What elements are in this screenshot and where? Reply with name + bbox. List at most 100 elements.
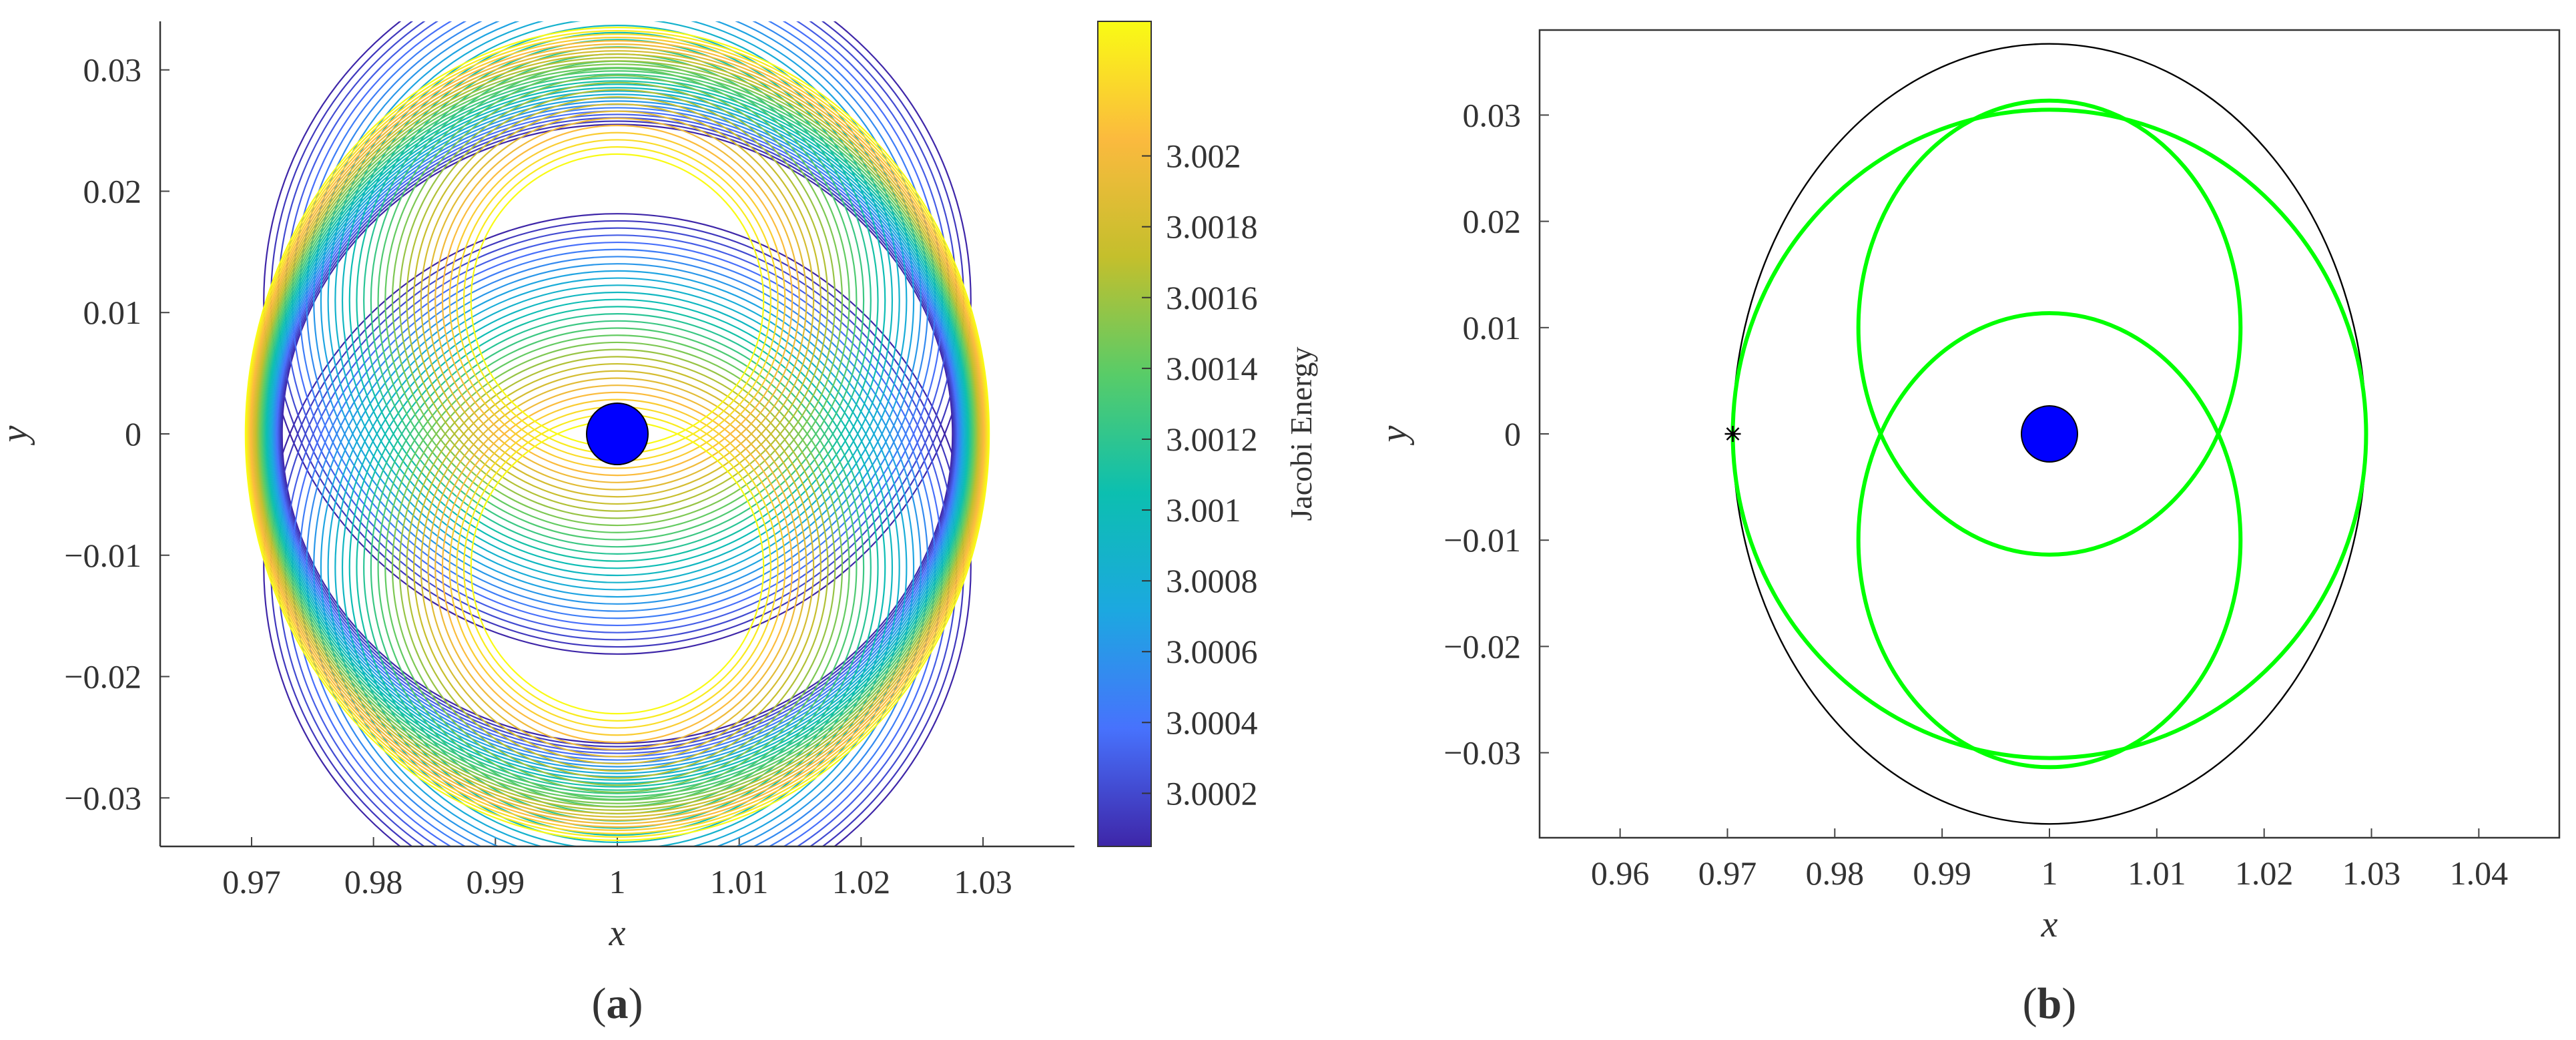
orbit-loop-lower-8 [313,263,922,846]
y-tick-label: 0.01 [1463,309,1522,346]
x-tick-label: 0.96 [1591,854,1650,892]
orbit-loop-lower-5 [292,242,943,846]
orbit-loop-upper-1 [263,21,972,655]
y-tick-label: −0.01 [64,537,141,574]
y-tick-label: −0.03 [64,779,141,816]
y-tick-label: 0.02 [83,172,142,210]
x-axis-label: x [609,913,626,954]
orbit-outer-26 [250,40,985,828]
colorbar-tick-label: 3.0006 [1166,633,1258,670]
orbit-loop-lower-11 [334,284,900,846]
orbit-loop-upper-21 [406,89,829,512]
orbit-loop-lower-10 [327,277,908,846]
y-tick-label: 0 [1504,415,1521,453]
y-tick-label: −0.02 [1443,627,1521,665]
colorbar-label: Jacobi Energy [1284,346,1318,521]
x-tick-label: 1.03 [954,863,1012,900]
y-tick-label: 0.03 [1463,96,1522,134]
orbit-loop-upper-10 [327,21,908,591]
x-tick-label: 0.98 [344,863,403,900]
orbit-loop-upper-8 [313,21,922,605]
orbit-outer-13 [266,83,969,784]
orbit-loop-upper-13 [348,31,886,569]
orbit-outer-24 [252,47,982,821]
orbit-loop-upper-9 [320,21,915,598]
orbit-loop-lower-9 [320,270,915,846]
orbit-outer-11 [268,90,966,778]
x-tick-label: 0.99 [466,863,525,900]
orbit-outer-28 [247,33,988,834]
orbit-family-plot [244,21,990,846]
orbit-loop-upper-19 [391,74,844,527]
panel-caption: (a) [592,979,643,1028]
colorbar-tick-label: 3.0016 [1166,279,1258,316]
colorbar-tick-label: 3.001 [1166,491,1241,529]
orbit-outer-1 [281,123,954,744]
orbit-loop-lower-24 [427,377,808,758]
x-tick-label: 0.98 [1806,854,1865,892]
orbit-outer-8 [272,100,962,768]
orbit-loop-upper-6 [298,21,936,619]
orbit-loop-upper-23 [420,103,815,498]
orbit-outer-17 [261,70,974,798]
x-tick-label: 1.03 [2342,854,2401,892]
orbit-outer-4 [277,113,958,754]
orbit-outer-16 [262,73,972,794]
x-tick-label: 0.99 [1913,854,1971,892]
y-axis-label: y [0,425,35,445]
orbit-outer-15 [264,77,971,791]
orbit-loop-upper-14 [356,39,879,562]
orbit-outer-19 [258,63,976,804]
orbit-loop-lower-7 [306,256,929,846]
x-tick-label: 1 [609,863,626,900]
y-tick-label: −0.03 [1443,734,1521,772]
orbit-outer-21 [256,57,979,811]
orbit-outer-2 [280,120,955,748]
y-tick-label: −0.02 [64,658,141,696]
x-tick-label: 1.01 [710,863,769,900]
orbit-loop-lower-18 [384,334,850,800]
x-tick-label: 0.97 [1698,854,1757,892]
orbit-outer-6 [275,107,960,761]
orbit-loop-lower-20 [398,348,836,786]
y-tick-label: 0.03 [83,51,142,89]
orbit-loop-lower-22 [413,362,822,772]
orbit-loop-upper-20 [398,81,836,519]
orbit-outer-25 [251,43,984,824]
orbit-loop-upper-18 [384,67,850,533]
x-tick-label: 1.01 [2128,854,2186,892]
colorbar-tick-label: 3.0018 [1166,208,1258,246]
x-tick-label: 0.97 [222,863,281,900]
y-tick-label: 0 [125,415,141,453]
orbit-loop-upper-7 [306,21,929,612]
colorbar [1097,21,1152,847]
start-point-stroke [1726,427,1740,441]
orbit-loop-lower-14 [356,306,879,829]
orbit-loop-upper-24 [427,110,808,491]
orbit-loop-lower-1 [263,213,972,846]
colorbar-tick-label: 3.0004 [1166,704,1258,741]
start-point-marker [1724,426,1741,442]
orbit-loop-lower-19 [391,341,844,794]
primary-body [2021,405,2078,463]
orbit-outer-12 [267,87,968,781]
orbit-outer-9 [271,97,964,771]
x-tick-label: 1.02 [832,863,891,900]
orbit-loop-upper-12 [341,25,894,577]
panel-caption: (b) [2023,979,2077,1028]
orbit-loop-lower-23 [420,370,815,765]
y-tick-label: 0.01 [83,294,142,331]
panel-caption-letter: b [2037,979,2062,1028]
colorbar-tick-label: 3.0012 [1166,421,1258,458]
orbit-outer-20 [257,60,978,808]
orbit-loop-lower-27 [448,399,786,736]
colorbar-tick-label: 3.002 [1166,138,1241,175]
x-tick-label: 1 [2041,854,2058,892]
orbit-outer-30 [244,26,990,842]
orbit-outer-18 [260,67,975,801]
panel-a: 0.97 0.98 0.99 1 1.01 1.02 1.03 0.03 0.02 0.01 0 −0… [0,21,1318,1028]
orbit-loop-lower-21 [406,356,829,779]
orbit-outer-27 [248,37,986,831]
x-tick-label: 1.02 [2235,854,2294,892]
